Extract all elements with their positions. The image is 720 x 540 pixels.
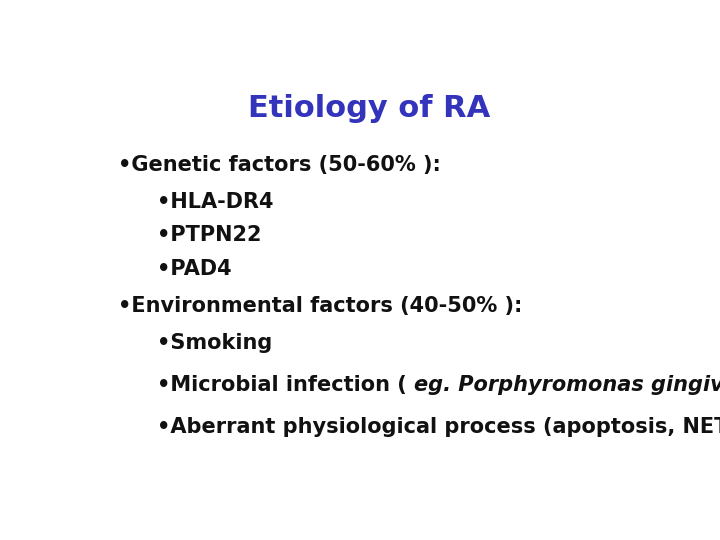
Text: •Microbial infection (: •Microbial infection ( — [157, 375, 414, 395]
Text: eg. Porphyromonas gingivalis: eg. Porphyromonas gingivalis — [414, 375, 720, 395]
Text: •PAD4: •PAD4 — [157, 259, 232, 279]
Text: •Environmental factors (40-50% ):: •Environmental factors (40-50% ): — [118, 296, 522, 316]
Text: •PTPN22: •PTPN22 — [157, 225, 261, 245]
Text: •Genetic factors (50-60% ):: •Genetic factors (50-60% ): — [118, 154, 441, 174]
Text: •Aberrant physiological process (apoptosis, NETosis): •Aberrant physiological process (apoptos… — [157, 416, 720, 436]
Text: Etiology of RA: Etiology of RA — [248, 94, 490, 123]
Text: •Smoking: •Smoking — [157, 333, 272, 353]
Text: •HLA-DR4: •HLA-DR4 — [157, 192, 274, 212]
